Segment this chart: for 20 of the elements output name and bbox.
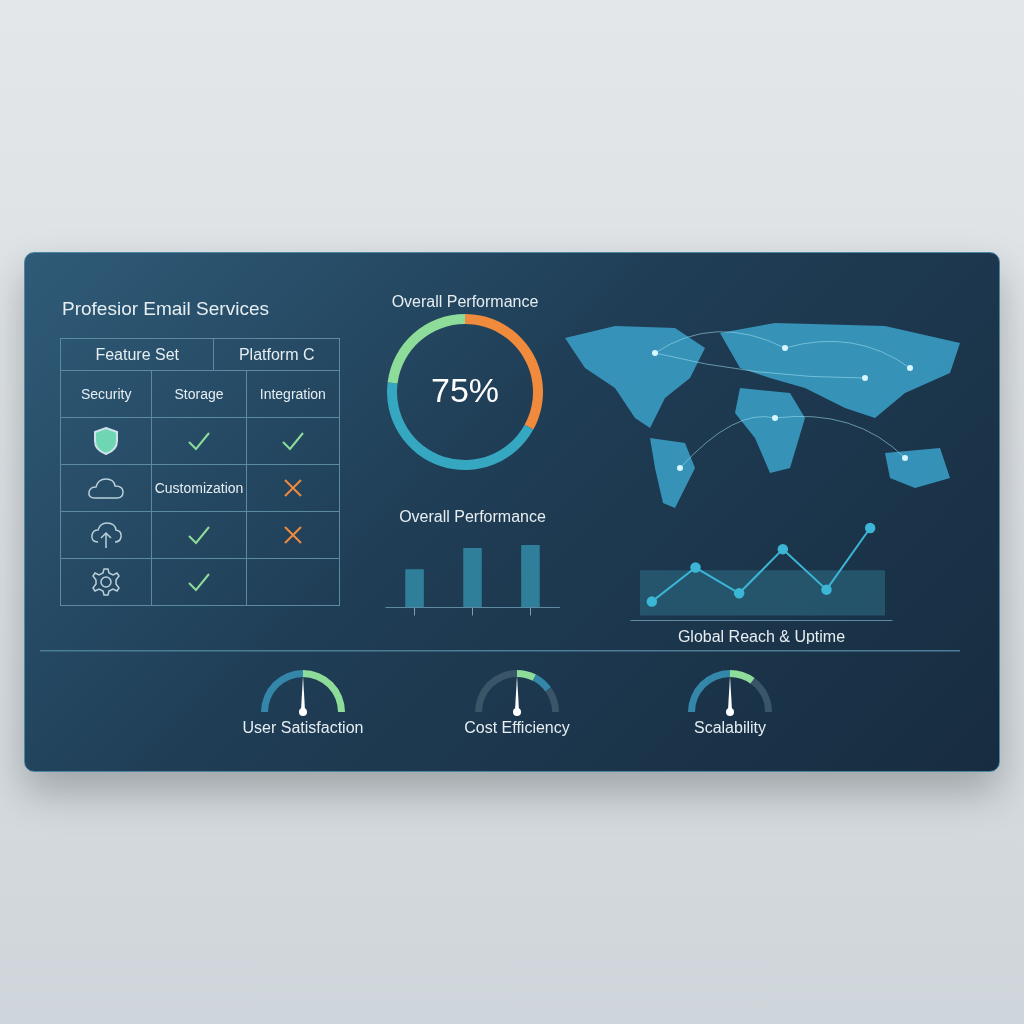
text: Security bbox=[61, 371, 153, 417]
point bbox=[646, 596, 658, 607]
point bbox=[777, 543, 789, 555]
text: Customization bbox=[152, 465, 247, 511]
point bbox=[864, 522, 876, 534]
text: Storage bbox=[152, 371, 247, 417]
text: Cost Efficiency bbox=[464, 719, 570, 736]
chart-title: Overall Performance bbox=[391, 293, 539, 310]
text: Scalability bbox=[693, 719, 767, 736]
text: Profesior Email Services bbox=[62, 298, 270, 320]
text: Platform C bbox=[214, 339, 340, 370]
x-axis-title: Global Reach & Uptime bbox=[677, 627, 846, 645]
text: 75% bbox=[430, 371, 500, 409]
text: User Satisfaction bbox=[242, 719, 364, 736]
point bbox=[821, 584, 832, 595]
text: Integration bbox=[246, 371, 340, 417]
chart-title: Overall Performance bbox=[399, 508, 546, 525]
point bbox=[733, 588, 745, 599]
text: Feature Set bbox=[61, 339, 215, 370]
point bbox=[690, 562, 701, 573]
